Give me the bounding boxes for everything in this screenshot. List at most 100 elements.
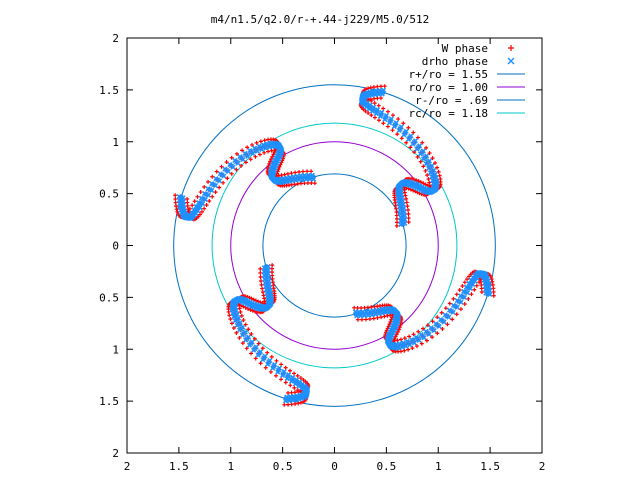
w-phase-point [372,115,377,120]
drho-phase-point [371,104,377,110]
w-phase-point [267,161,272,166]
drho-phase-point [193,203,199,209]
w-phase-point [479,289,484,294]
drho-phase-point [416,337,422,344]
w-phase-point [466,296,471,301]
w-phase-point [416,179,421,184]
w-phase-point [467,274,472,279]
w-phase-point [198,190,203,195]
w-phase-point [289,390,294,395]
drho-phase-point [213,176,219,182]
w-phase-point [355,317,360,322]
drho-phase-point [237,154,243,160]
w-phase-point [249,332,254,337]
w-phase-point [202,185,207,190]
w-phase-point [375,84,380,89]
w-phase-point [274,358,279,363]
circle-0.69 [262,173,407,318]
w-phase-point [372,101,377,106]
w-phase-point [404,196,409,201]
drho-phase-point [265,361,271,367]
drho-phase-point [280,372,286,379]
drho-phase-point [411,340,417,346]
w-phase-point [403,193,408,198]
drho-phase-point [270,365,276,371]
w-phase-point [258,278,263,283]
w-phase-point [385,124,390,129]
drho-phase-point [465,290,471,296]
drho-phase-point [407,342,413,348]
w-phase-point [437,173,442,178]
y-tick-label: 0.5 [99,188,119,201]
circle-1.55 [173,84,496,407]
w-phase-point [425,173,430,178]
w-phase-point [454,292,459,297]
w-phase-point [190,203,195,208]
drho-phase-point [450,309,456,315]
w-phase-point [402,336,407,341]
w-phase-point [418,180,423,185]
w-phase-point [377,118,382,123]
w-phase-point [292,371,297,376]
w-phase-point [427,180,432,185]
drho-phase-point [487,291,493,298]
w-phase-point [424,145,429,150]
y-tick-label: 0 [112,240,119,253]
w-phase-point [210,194,215,199]
legend-label: r+/ro = 1.55 [409,68,488,81]
w-phase-point [406,220,411,225]
drho-phase-point [222,166,228,172]
w-phase-point [424,338,429,343]
w-phase-point [472,287,477,292]
drho-phase-point [420,148,426,154]
w-phase-point [359,305,364,310]
legend-marker [508,45,514,51]
w-phase-point [430,335,435,340]
w-phase-point [225,176,230,181]
w-phase-point [202,206,207,211]
w-phase-point [421,164,426,169]
w-phase-point [229,321,234,326]
drho-phase-point [236,327,243,333]
w-phase-point [421,326,426,331]
w-phase-point [262,150,267,155]
w-phase-point [239,313,244,318]
drho-phase-point [431,327,437,334]
w-phase-point [416,329,421,334]
w-phase-point [302,181,307,186]
w-phase-point [262,138,267,143]
w-phase-point [433,161,438,166]
w-phase-point [241,318,246,323]
w-phase-point [398,349,403,354]
circle-1 [230,141,439,350]
w-phase-point [285,171,290,176]
w-phase-point [286,390,291,395]
drho-phase-point [426,331,432,337]
w-phase-point [381,121,386,126]
y-tick-label: 1.5 [99,395,119,408]
w-phase-point [406,212,411,217]
drho-phase-point [402,220,408,226]
drho-phase-point [261,265,267,271]
x-tick-label: 1 [435,460,442,473]
legend-label: drho phase [422,55,488,68]
w-phase-point [287,368,292,373]
w-phase-point [248,307,253,312]
drho-phase-point [252,145,258,151]
w-phase-point [465,277,470,282]
drho-phase-point [424,153,430,159]
w-phase-point [397,325,402,330]
w-phase-point [261,293,266,298]
w-phase-point [237,335,242,340]
w-phase-point [185,203,190,208]
w-phase-point [438,177,443,182]
drho-phase-point [288,378,295,384]
w-phase-point [243,160,248,165]
w-phase-point [491,286,496,291]
w-phase-point [371,85,376,90]
w-phase-point [226,309,231,314]
y-tick-label: 1 [112,343,119,356]
drho-phase-point [205,186,211,192]
w-phase-point [207,198,212,203]
